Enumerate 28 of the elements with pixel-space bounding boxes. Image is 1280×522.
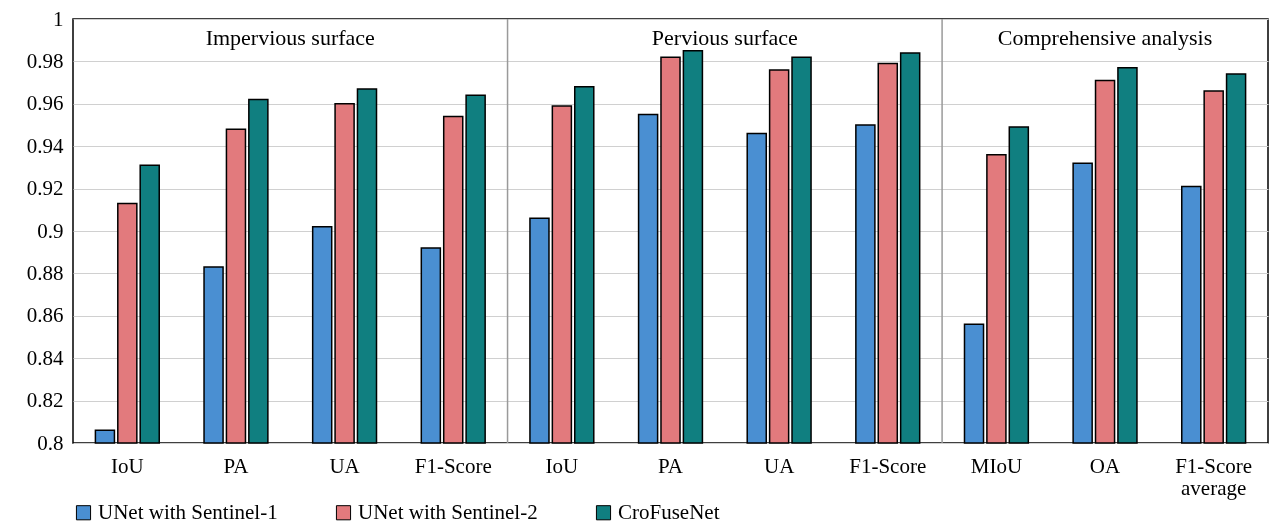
x-tick-label: F1-Score	[849, 453, 927, 478]
y-tick-label: 0.96	[26, 91, 64, 116]
y-tick-label: 0.8	[37, 430, 64, 455]
x-tick-label: OA	[1089, 453, 1122, 478]
x-tick-label: PA	[223, 453, 250, 478]
annotation: Comprehensive analysis	[997, 25, 1213, 50]
x-tick-label: UA	[329, 453, 361, 478]
y-tick-label: 1	[53, 6, 64, 31]
y-tick-label: 0.82	[26, 388, 64, 413]
legend-label: UNet with Sentinel-1	[98, 499, 278, 522]
x-tick-label: PA	[658, 453, 684, 478]
y-tick-label: 0.88	[26, 260, 64, 285]
x-tick-label: UA	[763, 453, 796, 478]
annotation: Pervious surface	[651, 25, 798, 50]
y-tick-label: 0.94	[26, 133, 64, 158]
y-tick-label: 0.86	[26, 303, 64, 328]
y-tick-label: 0.92	[26, 176, 64, 201]
x-tick-label: MIoU	[970, 453, 1023, 478]
x-tick-label: F1-Score average	[1175, 453, 1253, 500]
x-tick-label: IoU	[545, 453, 579, 478]
x-tick-label: F1-Score	[414, 453, 492, 478]
y-tick-label: 0.98	[26, 48, 64, 73]
annotation: Impervious surface	[205, 25, 375, 50]
legend-label: UNet with Sentinel-2	[358, 499, 538, 522]
y-tick-label: 0.9	[37, 218, 64, 243]
legend-label: CroFuseNet	[618, 499, 720, 522]
y-tick-label: 0.84	[26, 345, 64, 370]
x-tick-label: IoU	[110, 453, 144, 478]
